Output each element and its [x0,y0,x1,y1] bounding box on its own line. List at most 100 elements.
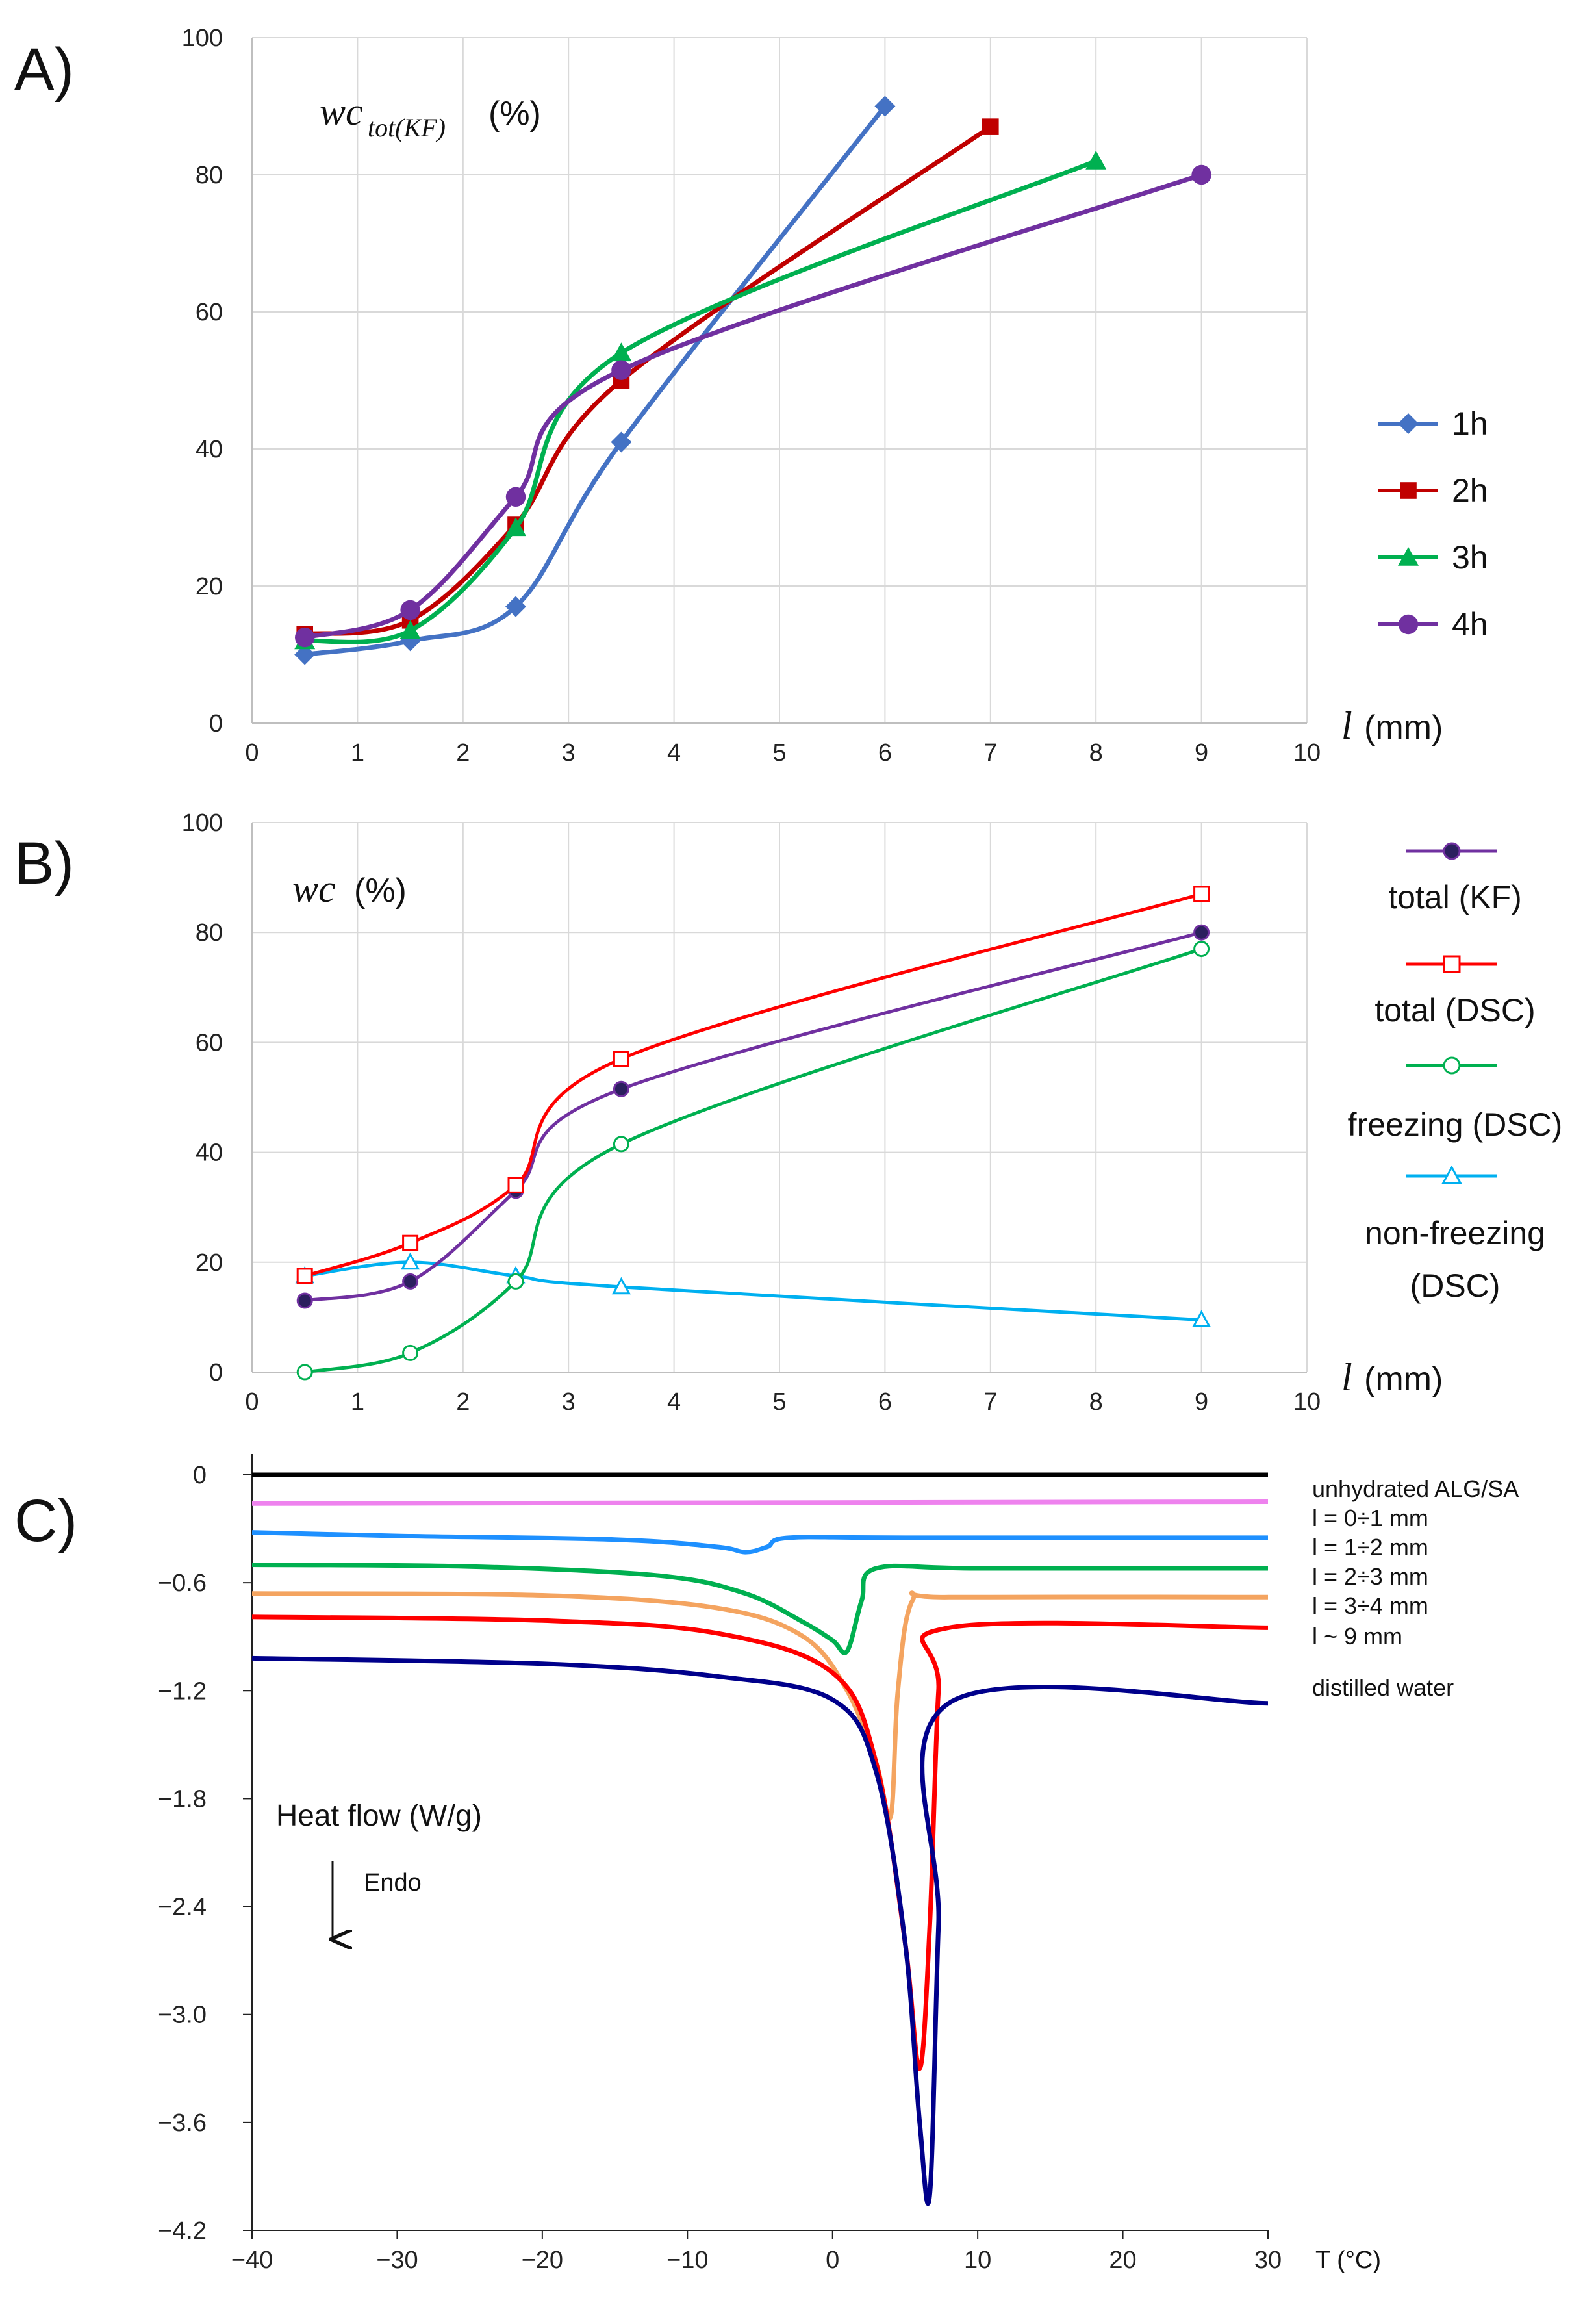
x-axis-label-var: l [1341,1356,1352,1399]
x-tick-label: −20 [522,2247,563,2274]
data-point-total (DSC) [402,1234,419,1251]
y-tick-label: 0 [209,710,223,737]
x-tick-label: 10 [964,2247,991,2274]
x-tick-label: 30 [1254,2247,1282,2274]
series-line-l = 0÷1 mm [251,1499,1269,1506]
legend-label: total (DSC) [1374,992,1535,1028]
y-tick-label: 60 [196,1029,223,1056]
x-tick-label: 1 [351,739,364,767]
legend-label: (DSC) [1410,1268,1501,1304]
x-tick-label: 8 [1089,1388,1103,1416]
legend-marker-total (KF) [1443,842,1461,860]
y-tick-label: −0.6 [158,1570,207,1597]
x-tick-label: 5 [772,739,786,767]
x-tick-label: 10 [1293,1388,1321,1416]
legend-label: 2h [1452,472,1488,509]
x-tick-label: 3 [562,1388,576,1416]
data-point-freezing (DSC) [1193,941,1210,958]
y-tick-label: 20 [196,1249,223,1277]
data-point-4h [400,600,420,620]
series-line-total (KF) [304,930,1202,1303]
legend-marker-4h [1398,614,1419,635]
data-point-3h [611,342,632,362]
x-tick-label: 0 [245,1388,259,1416]
data-point-non-freezing (DSC) [611,1277,631,1295]
legend-marker-total (DSC) [1443,955,1461,973]
data-point-total (DSC) [296,1268,313,1284]
data-point-non-freezing (DSC) [400,1252,420,1270]
data-point-1h [874,96,896,117]
series-line-l = 1÷2 mm [251,1530,1268,1555]
y-axis-label-var: wc [292,867,336,910]
x-tick-label: −40 [231,2247,273,2274]
legend-label: l = 3÷4 mm [1312,1592,1428,1619]
legend-label: 1h [1452,405,1488,442]
x-tick-label: 6 [878,739,892,767]
legend-label: 4h [1452,606,1488,643]
y-tick-label: 60 [196,299,223,326]
y-axis-label: Heat flow (W/g) [276,1798,482,1832]
data-point-4h [295,627,315,648]
x-tick-label: 4 [667,1388,681,1416]
panel-label: C) [14,1488,77,1554]
series-line-total (DSC) [304,892,1202,1278]
legend-label: l = 0÷1 mm [1312,1505,1428,1531]
y-tick-label: 0 [209,1359,223,1386]
x-tick-label: −10 [666,2247,708,2274]
legend-marker-2h [1400,482,1417,499]
panel-label: B) [14,830,74,897]
x-axis-label-unit: (mm) [1364,709,1443,746]
x-tick-label: 9 [1195,739,1208,767]
data-point-3h [399,620,421,639]
y-tick-label: 80 [196,162,223,189]
y-tick-label: 100 [182,25,223,52]
x-tick-label: 4 [667,739,681,767]
y-tick-label: 0 [193,1462,207,1489]
data-point-total (KF) [296,1292,313,1309]
series-line-l = 3÷4 mm [251,1590,1269,1821]
legend-marker-freezing (DSC) [1443,1056,1461,1075]
data-point-1h [611,431,632,453]
y-axis-label-var: wc [320,90,363,133]
y-axis-label-unit: (%) [488,95,541,133]
legend-label: 3h [1452,539,1488,576]
data-point-total (KF) [613,1080,629,1097]
data-point-1h [505,596,526,617]
x-tick-label: 0 [245,739,259,767]
legend-label: distilled water [1312,1674,1454,1701]
x-axis-label-unit: (mm) [1364,1360,1443,1398]
data-point-4h [611,360,631,380]
y-tick-label: 20 [196,573,223,600]
x-tick-label: 8 [1089,739,1103,767]
data-point-1h [294,644,316,665]
data-point-freezing (DSC) [613,1136,629,1153]
endo-label: Endo [364,1869,422,1896]
y-tick-label: 100 [182,810,223,837]
data-point-3h [1085,150,1107,170]
x-tick-label: 20 [1109,2247,1136,2274]
data-point-freezing (DSC) [402,1344,419,1361]
series-line-3h [304,159,1097,644]
x-tick-label: 3 [562,739,576,767]
data-point-4h [1191,164,1211,185]
series-line-freezing (DSC) [304,947,1202,1374]
data-point-freezing (DSC) [296,1364,313,1381]
series-line-1h [304,105,887,657]
x-axis-label: T (°C) [1315,2247,1381,2274]
x-axis-label-var: l [1341,704,1352,747]
y-tick-label: 80 [196,919,223,947]
x-tick-label: 7 [983,1388,997,1416]
series-line-distilled water [251,1655,1269,2206]
x-tick-label: 10 [1293,739,1321,767]
legend-label: non-freezing [1365,1215,1545,1251]
x-tick-label: −30 [376,2247,418,2274]
y-tick-label: −1.8 [158,1785,207,1813]
series-line-non-freezing (DSC) [304,1260,1202,1322]
y-axis-label-sub: tot(KF) [368,113,446,142]
x-tick-label: 5 [772,1388,786,1416]
y-tick-label: −4.2 [158,2217,207,2245]
data-point-freezing (DSC) [507,1273,524,1290]
x-tick-label: 0 [826,2247,839,2274]
legend-marker-1h [1398,413,1419,434]
